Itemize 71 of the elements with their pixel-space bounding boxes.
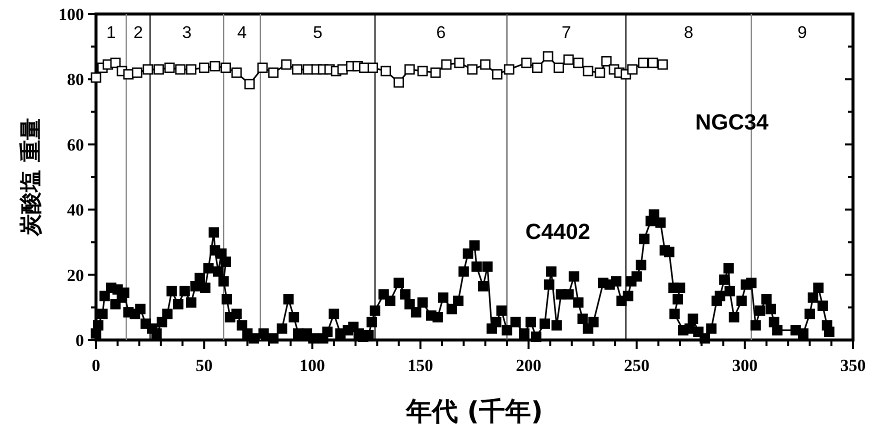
x-axis-title: 年代 (千年) — [405, 397, 543, 427]
x-tick-label: 250 — [624, 356, 650, 375]
point — [164, 62, 175, 73]
y-tick-label: 60 — [67, 135, 84, 154]
annotation: 9 — [797, 23, 807, 42]
series-label: C4402 — [525, 218, 590, 244]
annotation: 4 — [237, 23, 247, 42]
y-tick-label: 0 — [76, 331, 84, 350]
point — [90, 72, 102, 83]
point — [175, 64, 186, 75]
x-tick-label: 100 — [300, 356, 326, 375]
point — [454, 58, 465, 68]
point — [110, 58, 121, 68]
x-tick-label: 350 — [840, 356, 866, 375]
point — [123, 69, 134, 80]
point — [337, 64, 348, 75]
point — [504, 64, 514, 75]
point — [657, 59, 668, 70]
annotation: 8 — [684, 23, 694, 42]
x-tick-label: 0 — [92, 356, 100, 375]
annotation: 3 — [182, 23, 192, 42]
point — [281, 59, 292, 70]
annotation: 2 — [133, 23, 143, 42]
point — [430, 67, 441, 78]
point — [594, 67, 606, 78]
point — [268, 67, 279, 78]
point — [582, 66, 594, 76]
point — [542, 51, 554, 62]
point — [441, 59, 452, 70]
text: NGC34 — [695, 110, 769, 135]
x-tick-label: 300 — [732, 356, 758, 375]
point — [521, 58, 532, 68]
point — [186, 64, 196, 75]
annotation: 5 — [312, 23, 322, 42]
point — [648, 58, 658, 68]
point — [563, 54, 574, 65]
point — [292, 64, 302, 75]
point — [132, 67, 142, 78]
point — [532, 62, 542, 73]
y-axis-title: 炭酸塩 重量 — [19, 118, 44, 237]
point — [380, 66, 392, 76]
point — [210, 60, 220, 72]
point — [480, 59, 491, 70]
point — [244, 78, 255, 90]
point — [368, 62, 378, 73]
y-tick-label: 40 — [67, 200, 84, 220]
point — [231, 67, 242, 78]
point — [404, 64, 415, 75]
point — [142, 64, 154, 75]
point — [627, 64, 638, 75]
y-tick-label: 100 — [58, 5, 84, 24]
x-tick-label: 50 — [196, 356, 213, 375]
y-tick-label: 20 — [67, 266, 84, 285]
x-tick-label: 200 — [516, 356, 542, 375]
point — [257, 62, 268, 73]
point — [220, 62, 231, 73]
point — [601, 56, 612, 66]
point — [638, 58, 648, 68]
point — [417, 66, 428, 76]
point — [198, 62, 210, 73]
point — [554, 62, 564, 73]
point — [573, 58, 584, 68]
annotation: 1 — [106, 23, 116, 42]
x-tick-label: 150 — [408, 356, 434, 375]
point — [154, 64, 164, 75]
annotation: 6 — [436, 23, 446, 42]
point — [492, 69, 502, 80]
y-tick-label: 80 — [67, 70, 84, 90]
annotation: 7 — [562, 23, 572, 42]
point — [394, 77, 404, 88]
point — [467, 64, 478, 75]
